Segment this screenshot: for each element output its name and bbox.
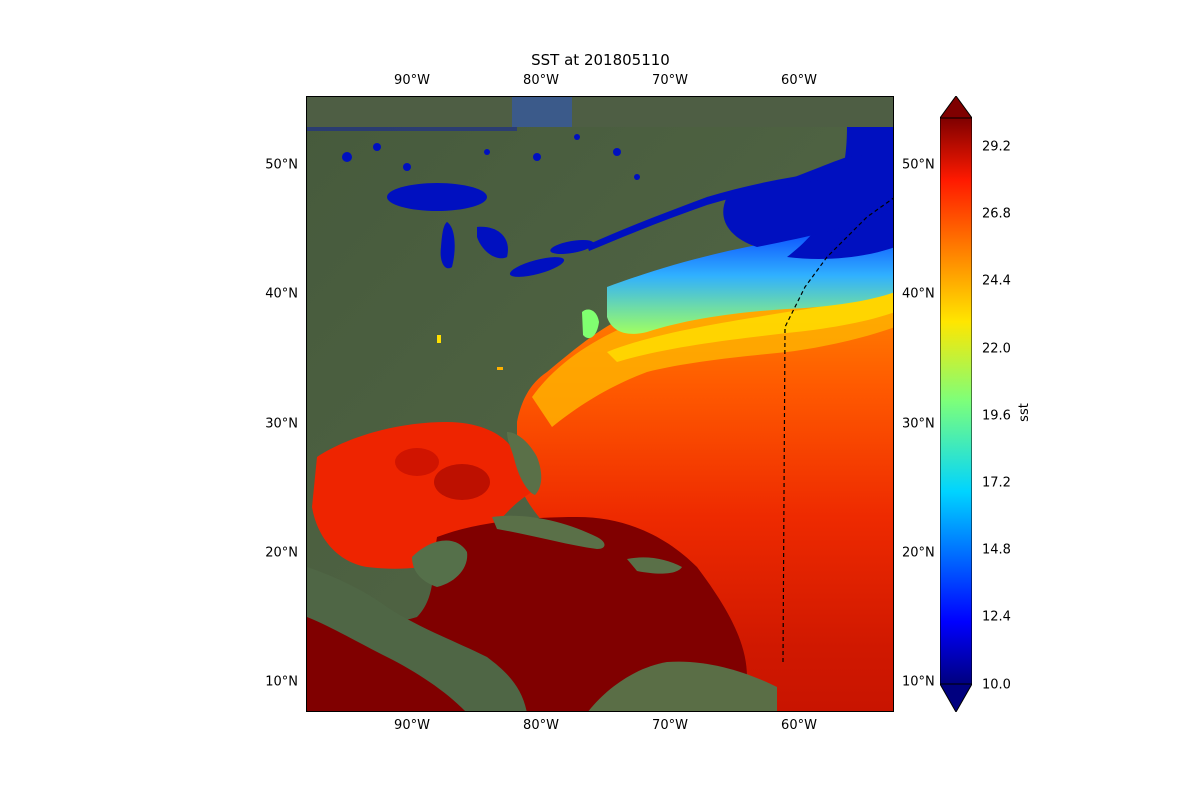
south-america-land xyxy=(588,661,777,711)
colorbar-tick-6: 14.8 xyxy=(982,542,1011,558)
colorbar-tick-4: 19.6 xyxy=(982,408,1011,424)
lake-superior xyxy=(387,183,487,211)
lat-tick-left-3: 20°N xyxy=(265,545,298,561)
lat-tick-left-1: 40°N xyxy=(265,286,298,302)
colorbar-tick-8: 10.0 xyxy=(982,677,1011,693)
sst-map xyxy=(306,96,894,712)
lat-tick-right-3: 20°N xyxy=(902,545,935,561)
colorbar-tick-7: 12.4 xyxy=(982,609,1011,625)
colorbar-label: sst xyxy=(1016,403,1032,422)
chart-title: SST at 201805110 xyxy=(531,51,670,69)
lake-michigan xyxy=(440,222,455,269)
lat-tick-right-0: 50°N xyxy=(902,157,935,173)
lon-tick-top-1: 80°W xyxy=(523,73,559,88)
lon-tick-bottom-0: 90°W xyxy=(394,718,430,733)
lat-tick-left-4: 10°N xyxy=(265,674,298,690)
sst-map-svg xyxy=(307,97,893,711)
florida-land xyxy=(507,432,542,495)
lat-tick-right-2: 30°N xyxy=(902,416,935,432)
lat-tick-right-4: 10°N xyxy=(902,674,935,690)
lat-tick-left-2: 30°N xyxy=(265,416,298,432)
lake-ontario xyxy=(550,239,594,255)
colorbar-gradient xyxy=(940,117,972,685)
dashed-boundary-line xyxy=(782,197,893,663)
lake-erie xyxy=(509,257,565,277)
lat-tick-left-0: 50°N xyxy=(265,157,298,173)
colorbar xyxy=(940,96,972,712)
central-america-land xyxy=(307,567,527,711)
colorbar-min-arrow xyxy=(940,683,972,712)
lat-tick-right-1: 40°N xyxy=(902,286,935,302)
colorbar-tick-2: 24.4 xyxy=(982,273,1011,289)
lon-tick-bottom-2: 70°W xyxy=(652,718,688,733)
colorbar-tick-1: 26.8 xyxy=(982,206,1011,222)
lon-tick-top-0: 90°W xyxy=(394,73,430,88)
colorbar-tick-3: 22.0 xyxy=(982,341,1011,357)
lon-tick-top-2: 70°W xyxy=(652,73,688,88)
colorbar-tick-0: 29.2 xyxy=(982,139,1011,155)
lake-huron xyxy=(477,226,508,259)
lon-tick-top-3: 60°W xyxy=(781,73,817,88)
colorbar-max-arrow xyxy=(940,96,972,119)
cuba-land xyxy=(492,515,605,549)
colorbar-tick-5: 17.2 xyxy=(982,475,1011,491)
lon-tick-bottom-3: 60°W xyxy=(781,718,817,733)
lon-tick-bottom-1: 80°W xyxy=(523,718,559,733)
